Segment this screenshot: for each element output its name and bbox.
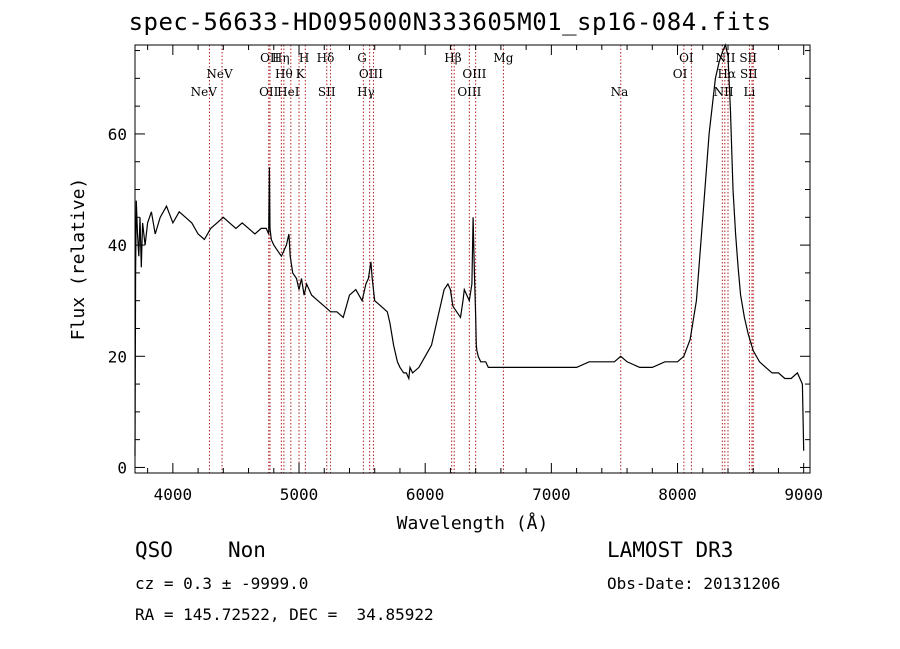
spectral-line-label: Hδ [317, 51, 335, 65]
spectral-line-label: Hα [717, 67, 736, 81]
spectral-line-label: Hβ [444, 51, 461, 65]
spectral-line-label: Li [744, 85, 756, 99]
spectral-line-label: NII [715, 51, 735, 65]
x-tick-label: 6000 [406, 485, 445, 504]
spectral-line-label: OIII [359, 67, 383, 81]
spectral-line-label: NeV [206, 67, 233, 81]
x-tick-label: 7000 [532, 485, 571, 504]
coordinates-readout: RA = 145.72522, DEC = 34.85922 [135, 605, 434, 624]
x-tick-label: 5000 [280, 485, 319, 504]
chart-title: spec-56633-HD095000N333605M01_sp16-084.f… [128, 8, 772, 36]
x-axis-label: Wavelength (Å) [397, 512, 549, 534]
spectral-line-label: H [299, 51, 309, 65]
x-tick-label: 4000 [154, 485, 193, 504]
spectral-line-label: Hγ [357, 85, 375, 99]
y-tick-label: 20 [108, 347, 127, 366]
spectral-line-label: OI [679, 51, 694, 65]
spectral-line-label: OIII [457, 85, 481, 99]
survey-name: LAMOST DR3 [607, 538, 734, 562]
spectral-line-label: SII [739, 51, 757, 65]
spectral-line-label: HeI [277, 85, 300, 99]
x-tick-label: 9000 [784, 485, 823, 504]
spectrum-line [134, 43, 805, 457]
observation-date: Obs-Date: 20131206 [607, 574, 781, 593]
x-tick-label: 8000 [658, 485, 697, 504]
object-subclass: Non [228, 538, 266, 562]
spectral-line-label: OI [673, 67, 688, 81]
spectral-line-label: Na [611, 85, 629, 99]
spectral-line-label: SII [318, 85, 336, 99]
axis-ticks [135, 45, 810, 473]
spectral-line-label: OIII [462, 67, 486, 81]
y-axis-label: Flux (relative) [68, 178, 89, 341]
y-tick-label: 40 [108, 236, 127, 255]
spectral-line-markers [208, 45, 754, 473]
object-class: QSO [135, 538, 173, 562]
plot-frame [134, 44, 811, 474]
redshift-readout: cz = 0.3 ± -9999.0 [135, 574, 309, 593]
spectral-line-label: OII [260, 51, 280, 65]
spectral-line-label: OII [259, 85, 279, 99]
spectral-line-label: NII [714, 85, 734, 99]
spectral-line-label: NeV [191, 85, 218, 99]
spectral-line-label: Mg [493, 51, 513, 65]
axis-tick-labels: 4000 5000 6000 7000 8000 9000 0 20 40 60 [108, 125, 823, 504]
y-tick-label: 60 [108, 125, 127, 144]
spectral-line-label: G [357, 51, 367, 65]
y-tick-label: 0 [117, 458, 127, 477]
spectral-line-label: K [296, 67, 306, 81]
spectral-line-label: Hθ [275, 67, 293, 81]
spectral-line-label: Hη [272, 51, 290, 65]
spectral-line-label: SII [740, 67, 758, 81]
